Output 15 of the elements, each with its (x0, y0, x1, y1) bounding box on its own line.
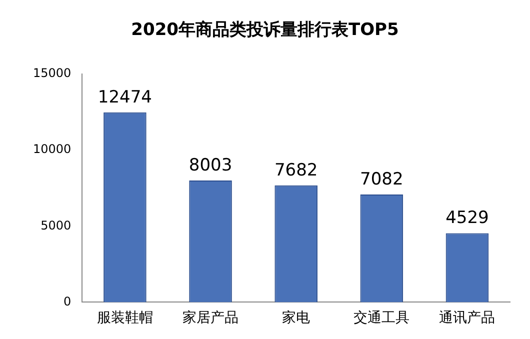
data-label: 12474 (98, 87, 152, 108)
data-label: 8003 (188, 155, 232, 176)
x-tick-label: 服装鞋帽 (96, 310, 153, 326)
x-tick-label: 家居产品 (182, 310, 239, 326)
x-tick-label: 家电 (282, 310, 310, 326)
y-tick-label: 5000 (40, 218, 72, 232)
y-tick-label: 15000 (32, 66, 72, 80)
data-label: 7082 (360, 169, 404, 190)
chart-title: 2020年商品类投诉量排行表TOP5 (130, 19, 400, 42)
x-tick-label: 交通工具 (354, 310, 410, 326)
y-tick-label: 0 (64, 294, 72, 308)
data-label: 4529 (446, 208, 489, 228)
x-tick-label: 通讯产品 (439, 310, 496, 326)
y-tick-label: 10000 (32, 142, 72, 156)
data-label: 7682 (274, 160, 318, 180)
